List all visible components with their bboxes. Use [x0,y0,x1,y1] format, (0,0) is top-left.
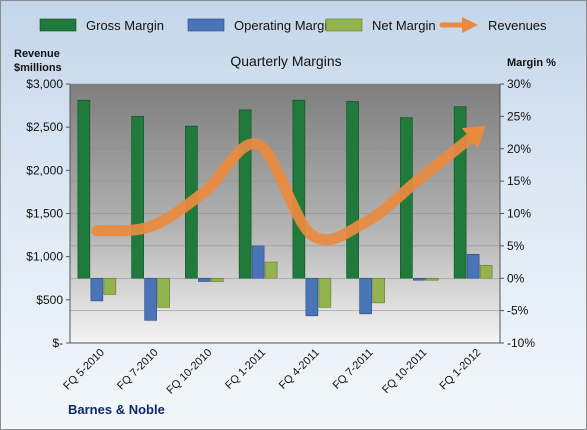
right-tick-label: -5% [507,304,529,318]
bar-operating-margin [90,277,104,302]
bar-net-margin [479,264,493,279]
company-name: Barnes & Noble [68,402,165,417]
chart-title: Quarterly Margins [230,53,341,69]
left-tick-label: $3,000 [26,77,63,91]
bar-operating-margin [359,277,372,315]
left-tick-label: $- [52,336,63,350]
bar-net-margin [264,261,278,279]
category-label: FQ 5-2010 [61,347,107,393]
legend-label-revenues: Revenues [488,18,547,33]
bar-operating-margin [305,277,319,317]
legend-item-net-margin: Net Margin [325,18,436,33]
legend-label-gross-margin: Gross Margin [86,18,164,33]
bar-operating-margin [198,277,211,282]
legend-label-operating-margin: Operating Margin [234,18,334,33]
right-axis-ticks: -10% -5% 0% 5% 10% 15% 20% 25% 30% [500,77,535,350]
bar-gross-margin [453,106,467,279]
bar-gross-margin [238,109,252,279]
bar-net-margin [372,277,385,304]
category-label: FQ 1-2011 [223,347,268,392]
left-axis-ticks: $- $500 $1,000 $1,500 $2,000 $2,500 $3,000 [26,77,70,350]
bar-operating-margin [413,277,426,281]
right-tick-label: 0% [507,271,525,285]
left-axis-title-line2: $millions [14,62,62,74]
revenue-arrowhead [461,125,486,149]
right-tick-label: 25% [507,109,531,123]
bar-gross-margin [77,99,91,279]
right-tick-label: 20% [507,142,531,156]
bar-gross-margin [292,99,306,279]
bar-net-margin [157,277,170,308]
category-label: FQ 4-2011 [277,347,322,392]
left-axis-title-line1: Revenue [14,48,60,60]
category-label: FQ 7-2010 [115,347,161,393]
legend-item-revenues: Revenues [439,17,547,33]
right-axis-title: Margin % [507,57,556,69]
right-tick-label: 15% [507,174,531,188]
category-label: FQ 7-2011 [331,347,376,392]
bar-gross-margin [346,101,359,279]
revenue-line [91,130,479,246]
left-tick-label: $2,000 [26,163,63,177]
right-tick-label: 10% [507,207,531,221]
legend-label-net-margin: Net Margin [372,18,436,33]
legend-item-operating-margin: Operating Margin [187,18,334,33]
bar-operating-margin [466,253,480,279]
bar-operating-margin [251,245,265,279]
legend: Gross Margin Operating Margin Net Margin… [39,17,547,33]
right-tick-label: 5% [507,239,525,253]
bar-operating-margin [144,277,157,321]
bar-gross-margin [131,116,144,279]
legend-item-gross-margin: Gross Margin [39,18,164,33]
category-labels: FQ 5-2010 FQ 7-2010 FQ 10-2010 FQ 1-2011 FQ … [61,347,483,397]
left-tick-label: $1,000 [26,250,63,264]
left-tick-label: $1,500 [26,207,63,221]
right-tick-label: -10% [507,336,535,350]
category-label: FQ 1-2012 [438,347,484,393]
category-label: FQ 10-2011 [380,347,429,396]
bar-net-margin [426,277,439,281]
right-tick-label: 30% [507,77,531,91]
bar-net-margin [318,277,332,308]
left-tick-label: $2,500 [26,120,63,134]
bar-net-margin [211,277,224,282]
bar-net-margin [103,277,117,295]
category-label: FQ 10-2010 [165,347,215,397]
left-tick-label: $500 [36,293,63,307]
revenue-series [91,125,486,246]
